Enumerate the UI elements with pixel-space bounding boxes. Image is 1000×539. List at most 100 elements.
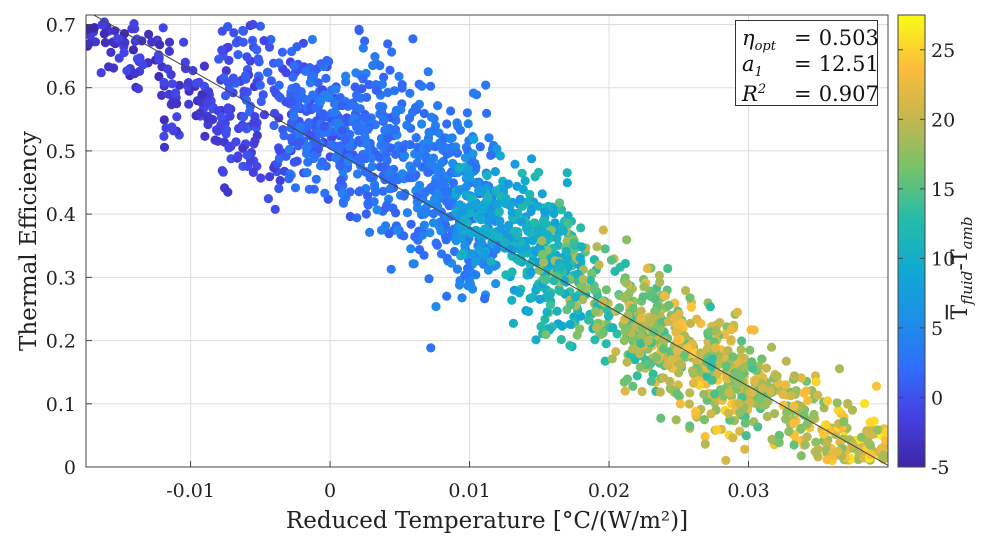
data-point (217, 166, 227, 176)
fit-line-group (92, 15, 888, 466)
data-point (740, 418, 750, 428)
data-point (409, 259, 419, 269)
data-point (311, 174, 321, 184)
data-point (360, 113, 371, 123)
data-point (642, 263, 653, 274)
data-point (433, 101, 443, 111)
data-point (417, 81, 427, 91)
data-point (583, 315, 594, 325)
data-point (466, 193, 476, 203)
data-point (646, 376, 656, 386)
data-point (442, 291, 452, 301)
data-point (575, 253, 585, 263)
data-point (762, 411, 772, 422)
x-tick-label: 0.02 (588, 480, 630, 502)
data-point (412, 105, 422, 115)
data-point (741, 431, 751, 441)
data-point (712, 369, 722, 379)
data-point (414, 245, 425, 255)
data-point (504, 220, 514, 230)
data-point (419, 209, 429, 219)
data-point (379, 72, 389, 82)
data-point (313, 78, 323, 88)
data-point (705, 302, 715, 312)
data-point (799, 410, 809, 420)
data-point (767, 342, 777, 352)
data-point (454, 185, 464, 195)
data-point (269, 120, 279, 131)
data-point (747, 388, 757, 398)
data-point (674, 309, 684, 319)
data-point (492, 199, 503, 209)
data-point (478, 200, 488, 210)
data-point (471, 162, 481, 172)
data-point (426, 343, 436, 353)
data-point (402, 208, 412, 218)
data-point (288, 72, 298, 82)
data-point (419, 108, 429, 119)
data-point (813, 390, 823, 400)
data-point (549, 208, 559, 219)
a1-row: a1 = 12.51 (742, 52, 879, 81)
data-point (223, 187, 233, 197)
data-point (119, 48, 129, 58)
data-point (330, 107, 340, 117)
data-point (707, 375, 717, 385)
data-point (214, 54, 224, 64)
data-point (639, 282, 649, 292)
data-point (494, 232, 504, 242)
data-point (561, 246, 571, 256)
data-point (120, 38, 130, 48)
data-point (557, 321, 567, 331)
data-point (183, 78, 193, 88)
data-point (292, 156, 302, 166)
data-point (289, 61, 299, 71)
data-point (361, 167, 371, 177)
data-point (477, 186, 487, 196)
data-point (302, 168, 312, 178)
data-point (632, 371, 642, 381)
data-point (734, 398, 744, 408)
data-point (301, 148, 312, 159)
data-point (144, 29, 154, 39)
data-point (172, 112, 182, 122)
data-point (426, 81, 436, 91)
data-point (303, 157, 313, 167)
data-point (643, 335, 653, 346)
data-point (476, 215, 486, 225)
data-point (460, 153, 471, 163)
data-point (496, 223, 506, 233)
data-point (688, 378, 699, 388)
data-point (536, 321, 546, 332)
data-point (672, 389, 682, 399)
data-point (534, 265, 545, 275)
data-point (469, 134, 479, 144)
data-point (406, 219, 416, 229)
data-point (481, 80, 491, 90)
data-point (358, 43, 368, 53)
data-point (266, 34, 276, 45)
y-tick-label: 0.4 (46, 204, 76, 226)
data-point (399, 191, 409, 201)
data-point (862, 426, 872, 436)
data-point (335, 161, 345, 171)
data-point (476, 238, 487, 248)
data-point (274, 58, 284, 68)
r-symbol: R (742, 82, 758, 106)
data-point (337, 126, 347, 136)
data-point (392, 225, 402, 235)
data-point (757, 354, 767, 364)
data-point (132, 54, 142, 64)
data-point (834, 364, 845, 374)
data-point (540, 207, 550, 217)
data-point (774, 430, 784, 440)
data-point (382, 200, 392, 210)
data-point (371, 85, 381, 95)
data-point (311, 103, 321, 113)
data-point (106, 47, 116, 58)
data-point (100, 38, 110, 48)
data-point (456, 251, 466, 261)
eta-opt-row: ηopt = 0.503 (742, 26, 879, 55)
data-point (471, 256, 481, 266)
data-point (726, 325, 736, 335)
